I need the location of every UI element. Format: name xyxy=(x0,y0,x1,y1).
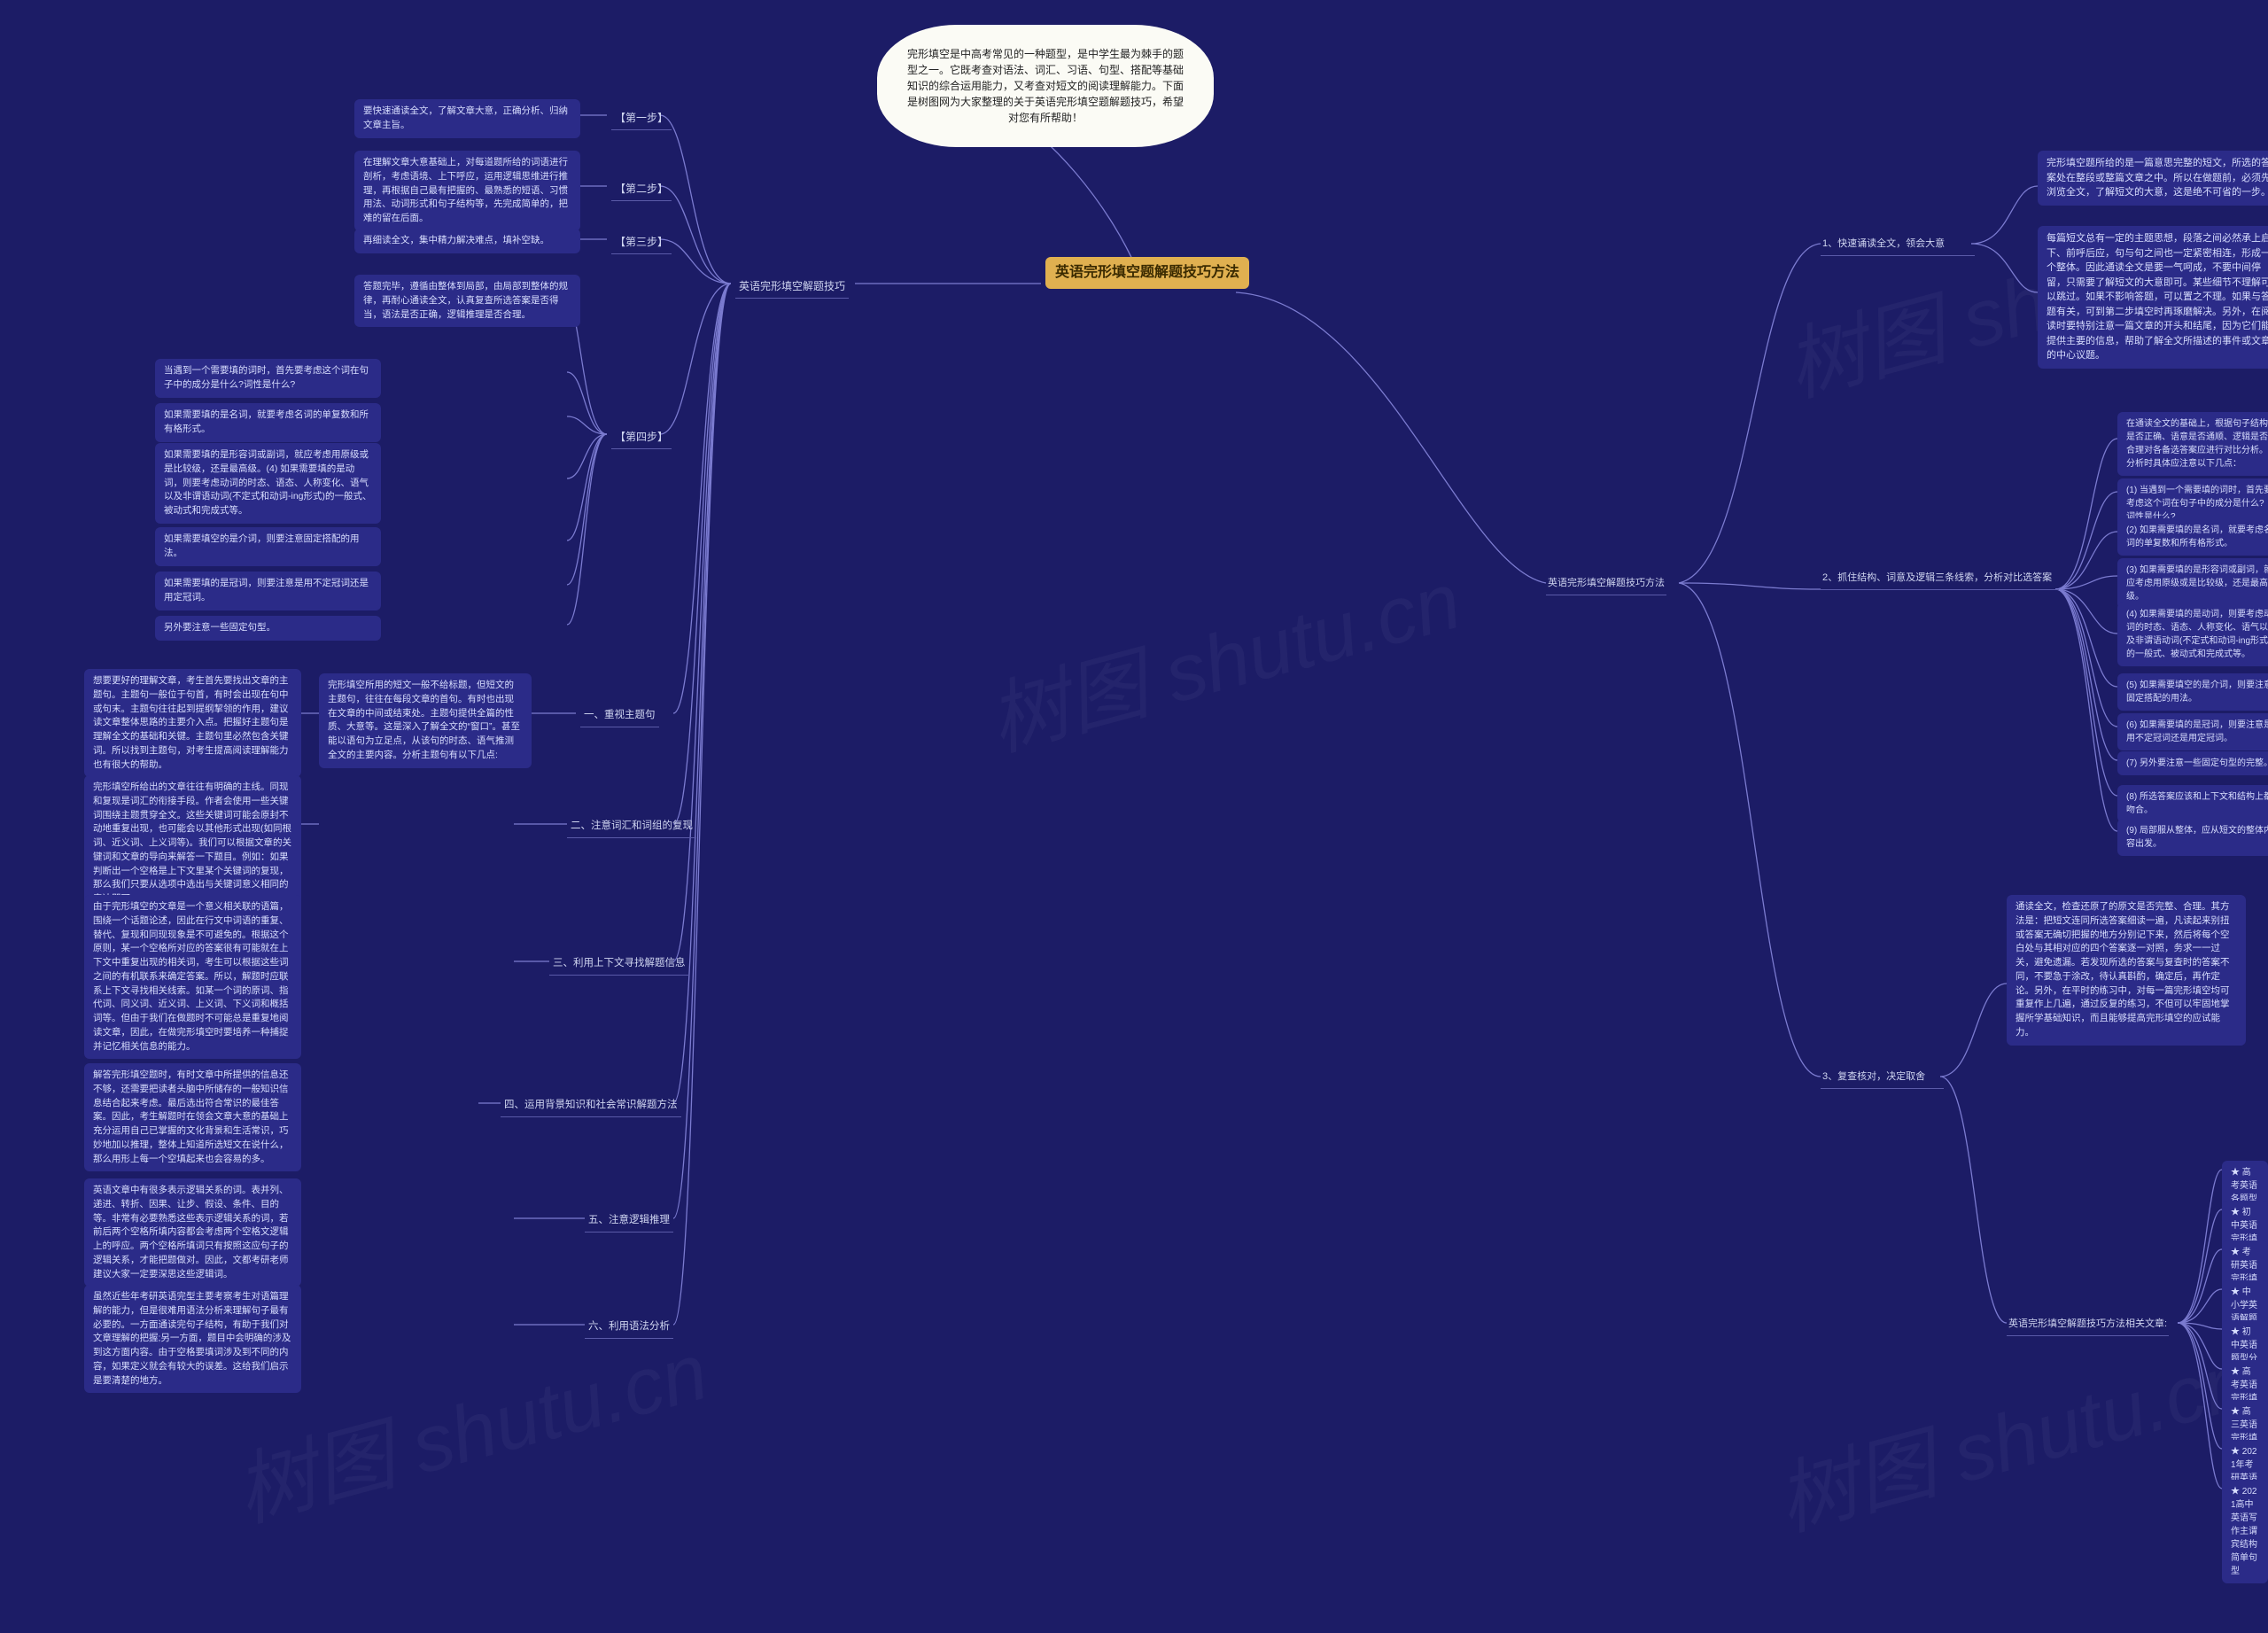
l-step1: 【第一步】 xyxy=(611,106,672,130)
l-s2-t: 完形填空所给出的文章往往有明确的主线。同现和复现是词汇的衔接手段。作者会使用一些… xyxy=(84,775,301,912)
l-s1-t: 完形填空所用的短文一般不给标题，但短文的主题句，往往在每段文章的首句。有时也出现… xyxy=(319,673,532,768)
l-step4-i1: 如果需要填的是名词，就要考虑名词的单复数和所有格形式。 xyxy=(155,403,381,442)
l-step4-i0: 当遇到一个需要填的词时，首先要考虑这个词在句子中的成分是什么?词性是什么? xyxy=(155,359,381,398)
l-s6: 六、利用语法分析 xyxy=(585,1316,673,1339)
r-s1-c2: 每篇短文总有一定的主题思想，段落之间必然承上启下、前呼后应，句与句之间也一定紧密… xyxy=(2038,226,2268,369)
l-s4: 四、运用背景知识和社会常识解题方法 xyxy=(501,1094,681,1117)
r-s2-i3: (3) 如果需要填的是形容词或副词，就应考虑用原级或是比较级，还是最高级。 xyxy=(2117,558,2268,609)
r-links-label: 英语完形填空解题技巧方法相关文章: xyxy=(2007,1313,2169,1336)
r-s2: 2、抓住结构、词意及逻辑三条线索，分析对比选答案 xyxy=(1821,567,2059,590)
central-topic: 英语完形填空题解题技巧方法 xyxy=(1045,257,1249,289)
l-step1-t: 要快速通读全文，了解文章大意，正确分析、归纳文章主旨。 xyxy=(354,99,580,138)
l-step2-t: 在理解文章大意基础上，对每道题所给的词语进行剖析，考虑语境、上下呼应，运用逻辑思… xyxy=(354,151,580,231)
l-s1-leaf: 想要更好的理解文章，考生首先要找出文章的主题句。主题句一般位于句首，有时会出现在… xyxy=(84,669,301,777)
l-step4-i2: 如果需要填的是形容词或副词，就应考虑用原级或是比较级，还是最高级。(4) 如果需… xyxy=(155,443,381,524)
r-s2-i2: (2) 如果需要填的是名词，就要考虑名词的单复数和所有格形式。 xyxy=(2117,518,2268,556)
watermark: 树图 shutu.cn xyxy=(976,542,1474,783)
l-step4: 【第四步】 xyxy=(611,425,672,449)
l-s1: 一、重视主题句 xyxy=(580,704,659,727)
l-s5: 五、注意逻辑推理 xyxy=(585,1209,673,1233)
l-step4-i4: 如果需要填的是冠词，则要注意是用不定冠词还是用定冠词。 xyxy=(155,572,381,610)
l-step4-i5: 另外要注意一些固定句型。 xyxy=(155,616,381,641)
r-link-8: ★ 2021高中英语写作主谓宾结构简单句型 xyxy=(2222,1480,2268,1583)
r-s2-i8: (8) 所选答案应该和上下文和结构上都吻合。 xyxy=(2117,785,2268,822)
mind-map-canvas: 树图 shutu.cn 树图 shutu.cn 树图 shutu.cn 树图 s… xyxy=(0,0,2268,1633)
l-step4-t: 答题完毕，遵循由整体到局部，由局部到整体的规律，再耐心通读全文，认真复查所选答案… xyxy=(354,275,580,327)
right-parent: 英语完形填空解题技巧方法 xyxy=(1546,572,1666,595)
intro-bubble: 完形填空是中高考常见的一种题型，是中学生最为棘手的题型之一。它既考查对语法、词汇… xyxy=(877,25,1214,147)
r-s2-i6: (6) 如果需要填的是冠词，则要注意是用不定冠词还是用定冠词。 xyxy=(2117,713,2268,750)
r-s2-i4: (4) 如果需要填的是动词，则要考虑动词的时态、语态、人称变化、语气以及非谓语动… xyxy=(2117,603,2268,666)
r-s2-i7: (7) 另外要注意一些固定句型的完整。 xyxy=(2117,751,2268,775)
l-s5-t: 英语文章中有很多表示逻辑关系的词。表并列、递进、转折、因果、让步、假设、条件、目… xyxy=(84,1178,301,1287)
l-s6-t: 虽然近些年考研英语完型主要考察考生对语篇理解的能力，但是很难用语法分析来理解句子… xyxy=(84,1285,301,1393)
r-s3-c1: 通读全文，检查还原了的原文是否完整、合理。其方法是：把短文连同所选答案细读一遍，… xyxy=(2007,895,2246,1046)
r-s2-i5: (5) 如果需要填空的是介词，则要注意固定搭配的用法。 xyxy=(2117,673,2268,711)
r-s3: 3、复查核对，决定取舍 xyxy=(1821,1066,1944,1089)
l-step3: 【第三步】 xyxy=(611,230,672,254)
l-step3-t: 再细读全文，集中精力解决难点，填补空缺。 xyxy=(354,229,580,253)
l-step4-i3: 如果需要填空的是介词，则要注意固定搭配的用法。 xyxy=(155,527,381,566)
l-s3-t: 由于完形填空的文章是一个意义相关联的语篇，围绕一个话题论述，因此在行文中词语的重… xyxy=(84,895,301,1059)
l-s4-t: 解答完形填空题时，有时文章中所提供的信息还不够，还需要把读者头脑中所储存的一般知… xyxy=(84,1063,301,1171)
watermark: 树图 shutu.cn xyxy=(1765,1322,2263,1563)
l-s2: 二、注意词汇和词组的复现 xyxy=(567,815,696,838)
l-s3: 三、利用上下文寻找解题信息 xyxy=(549,953,689,976)
r-s1-c1: 完形填空题所给的是一篇意思完整的短文，所选的答案处在整段或整篇文章之中。所以在做… xyxy=(2038,151,2268,206)
r-s2-i9: (9) 局部服从整体，应从短文的整体内容出发。 xyxy=(2117,819,2268,856)
r-s2-c0: 在通读全文的基础上，根据句子结构是否正确、语意是否通顺、逻辑是否合理对各备选答案… xyxy=(2117,412,2268,476)
l-step2: 【第二步】 xyxy=(611,177,672,201)
left-parent: 英语完形填空解题技巧 xyxy=(735,275,849,299)
r-s1: 1、快速诵读全文，领会大意 xyxy=(1821,233,1975,256)
